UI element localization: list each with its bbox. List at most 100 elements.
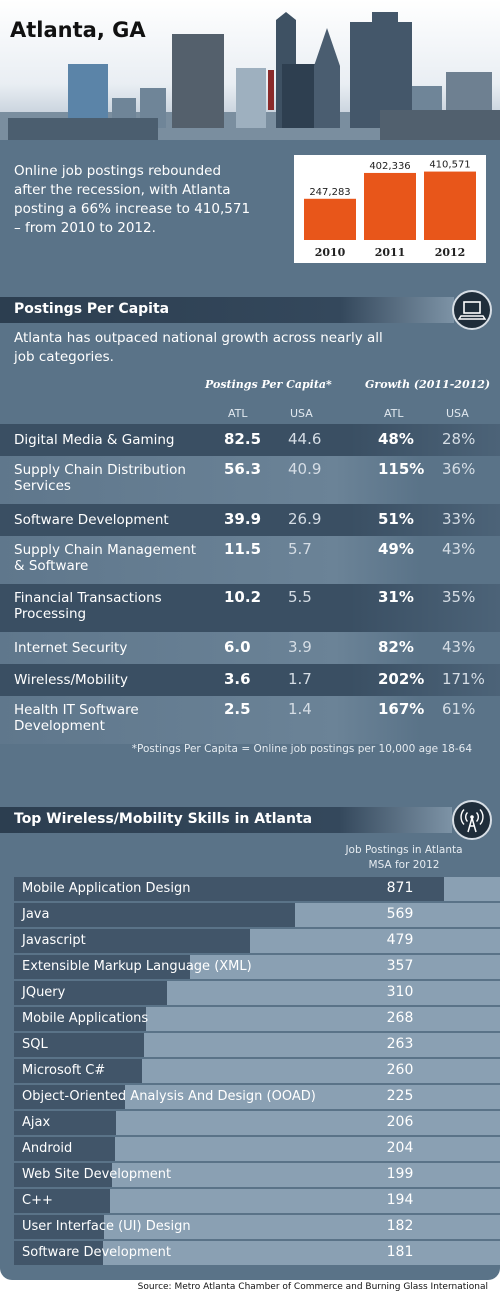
growth-atl-value: 202% bbox=[378, 670, 425, 688]
col-header-ppc-atl: ATL bbox=[228, 407, 248, 420]
skill-bar-fill bbox=[14, 981, 167, 1005]
bar-value-label: 402,336 bbox=[369, 161, 410, 172]
col-header-ppc-usa: USA bbox=[290, 407, 313, 420]
skill-label: Java bbox=[22, 907, 50, 922]
skill-value: 181 bbox=[386, 1244, 414, 1260]
skill-label: Extensible Markup Language (XML) bbox=[22, 959, 252, 974]
skill-value: 199 bbox=[386, 1166, 414, 1182]
bar-2012 bbox=[424, 171, 476, 240]
skill-bar-fill bbox=[14, 1007, 146, 1031]
skyline-banner: Atlanta, GA bbox=[0, 0, 500, 140]
skill-bar-fill bbox=[14, 1163, 112, 1187]
skill-label: SQL bbox=[22, 1037, 48, 1052]
skill-row: Mobile Application Design 871 bbox=[14, 877, 500, 903]
skill-label: Web Site Development bbox=[22, 1167, 172, 1182]
skill-row: Object-Oriented Analysis And Design (OOA… bbox=[14, 1085, 500, 1111]
skill-bar-fill bbox=[14, 903, 295, 927]
skill-row: Ajax 206 bbox=[14, 1111, 500, 1137]
growth-atl-value: 48% bbox=[378, 430, 414, 448]
skill-row: Java 569 bbox=[14, 903, 500, 929]
table-row: Digital Media & Gaming 82.5 44.6 48% 28% bbox=[0, 424, 500, 456]
growth-usa-value: 61% bbox=[442, 700, 476, 718]
row-shading bbox=[0, 696, 420, 744]
per-capita-footnote: *Postings Per Capita = Online job postin… bbox=[131, 743, 472, 755]
skill-value: 260 bbox=[386, 1062, 414, 1078]
ppc-usa-value: 44.6 bbox=[288, 430, 322, 448]
skill-value: 263 bbox=[386, 1036, 414, 1052]
col-header-growth-usa: USA bbox=[446, 407, 469, 420]
skill-value: 268 bbox=[386, 1010, 414, 1026]
row-category: Digital Media & Gaming bbox=[14, 432, 175, 448]
table-row: Health IT Software Development 2.5 1.4 167%… bbox=[0, 696, 500, 744]
skill-bar-fill bbox=[14, 929, 250, 953]
row-category: Financial Transactions Processing bbox=[14, 590, 162, 622]
skill-row: Web Site Development 199 bbox=[14, 1163, 500, 1189]
skill-bar-fill bbox=[14, 1189, 110, 1213]
skill-label: Mobile Applications bbox=[22, 1011, 149, 1026]
row-shading bbox=[0, 536, 420, 584]
ppc-atl-value: 56.3 bbox=[224, 460, 262, 478]
growth-usa-value: 43% bbox=[442, 540, 476, 558]
growth-usa-value: 35% bbox=[442, 588, 476, 606]
skill-label: C++ bbox=[22, 1193, 53, 1208]
table-row: Financial Transactions Processing 10.2 5.5… bbox=[0, 584, 500, 632]
skill-row: Javascript 479 bbox=[14, 929, 500, 955]
skill-row: JQuery 310 bbox=[14, 981, 500, 1007]
skill-label: User Interface (UI) Design bbox=[22, 1219, 191, 1234]
row-shading bbox=[0, 584, 500, 632]
skill-value: 194 bbox=[386, 1192, 414, 1208]
row-shading bbox=[0, 504, 500, 536]
skill-row: Android 204 bbox=[14, 1137, 500, 1163]
skill-label: JQuery bbox=[22, 985, 66, 1000]
skill-row: User Interface (UI) Design 182 bbox=[14, 1215, 500, 1241]
city-title: Atlanta, GA bbox=[10, 18, 146, 42]
skill-value: 310 bbox=[386, 984, 414, 1000]
skill-label: Ajax bbox=[22, 1115, 51, 1130]
skill-label: Microsoft C# bbox=[22, 1063, 106, 1078]
ppc-usa-value: 1.4 bbox=[288, 700, 312, 718]
skill-bar-fill bbox=[14, 1085, 125, 1109]
per-capita-title: Postings Per Capita bbox=[14, 301, 170, 317]
growth-atl-value: 49% bbox=[378, 540, 414, 558]
skill-bar-fill bbox=[14, 1137, 115, 1161]
wireless-signal-icon bbox=[452, 800, 492, 840]
skills-column-header: Job Postings in Atlanta MSA for 2012 bbox=[345, 844, 463, 871]
bar-category-label: 2011 bbox=[375, 246, 406, 259]
bar-2011 bbox=[364, 172, 416, 240]
table-row: Software Development 39.9 26.9 51% 33% bbox=[0, 504, 500, 536]
source-credit: Source: Metro Atlanta Chamber of Commerc… bbox=[137, 1282, 488, 1292]
growth-atl-value: 115% bbox=[378, 460, 425, 478]
skill-bar-fill bbox=[14, 1033, 144, 1057]
skill-label: Javascript bbox=[22, 933, 86, 948]
skill-bar-fill bbox=[14, 1059, 142, 1083]
skyline-illustration bbox=[0, 12, 500, 140]
row-shading bbox=[0, 456, 420, 504]
skills-section-bar: Top Wireless/Mobility Skills in Atlanta bbox=[0, 807, 452, 833]
skill-value: 206 bbox=[386, 1114, 414, 1130]
skill-row: Microsoft C# 260 bbox=[14, 1059, 500, 1085]
growth-usa-value: 43% bbox=[442, 638, 476, 656]
row-shading bbox=[0, 632, 420, 664]
ppc-atl-value: 3.6 bbox=[224, 670, 251, 688]
growth-atl-value: 31% bbox=[378, 588, 414, 606]
ppc-usa-value: 3.9 bbox=[288, 638, 312, 656]
skill-value: 182 bbox=[386, 1218, 414, 1234]
row-category: Wireless/Mobility bbox=[14, 672, 129, 688]
group-header-per-capita: Postings Per Capita* bbox=[205, 378, 332, 391]
postings-bar-chart: 247,283 2010 402,336 2011 410,571 2012 bbox=[294, 155, 486, 263]
growth-atl-value: 82% bbox=[378, 638, 414, 656]
growth-usa-value: 36% bbox=[442, 460, 476, 478]
ppc-usa-value: 5.5 bbox=[288, 588, 312, 606]
skill-bar-fill bbox=[14, 1111, 116, 1135]
skill-label: Software Development bbox=[22, 1245, 171, 1260]
ppc-atl-value: 82.5 bbox=[224, 430, 262, 448]
laptop-icon bbox=[452, 290, 492, 330]
per-capita-intro: Atlanta has outpaced national growth acr… bbox=[14, 330, 383, 365]
skill-label: Mobile Application Design bbox=[22, 881, 191, 896]
growth-atl-value: 167% bbox=[378, 700, 425, 718]
row-category: Supply Chain Management & Software bbox=[14, 542, 197, 574]
table-row: Supply Chain Management & Software 11.5 5.… bbox=[0, 536, 500, 584]
bar-value-label: 410,571 bbox=[429, 160, 470, 171]
skill-value: 225 bbox=[386, 1088, 414, 1104]
